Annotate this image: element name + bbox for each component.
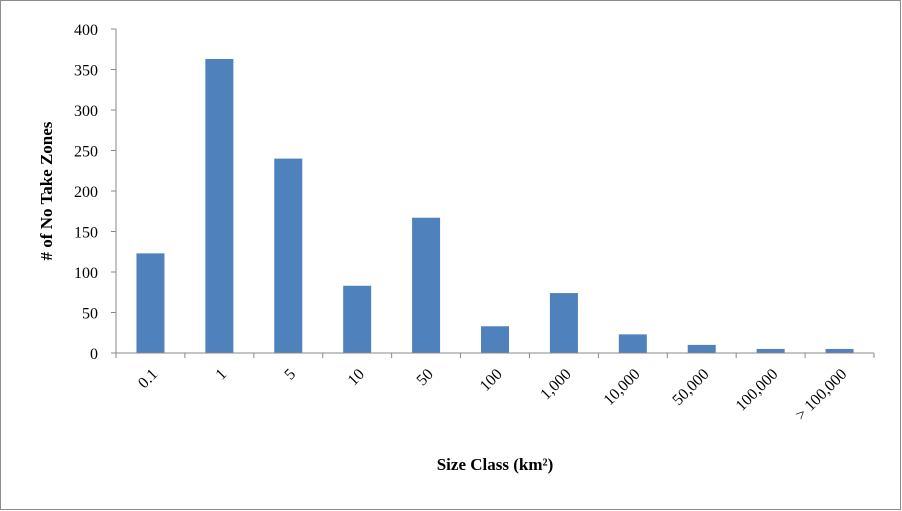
y-tick-label: 150 [74,225,98,242]
y-tick-label: 350 [74,63,98,80]
bar [481,326,509,353]
y-tick-label: 200 [74,184,98,201]
y-tick-label: 0 [90,346,98,363]
bar [687,344,716,353]
bar [343,285,372,353]
y-tick-label: 50 [82,306,98,323]
bar [825,348,854,353]
bar [756,348,785,353]
y-tick-label: 100 [74,265,98,282]
y-axis-title: # of No Take Zones [37,121,56,260]
y-tick-label: 300 [74,103,98,120]
x-axis-title: Size Class (km²) [437,455,554,474]
bar [136,253,165,353]
bar [412,217,441,353]
bar [549,293,578,353]
bar [618,334,647,353]
bar [205,58,234,353]
bar [274,158,303,353]
y-tick-label: 400 [74,22,98,39]
y-tick-label: 250 [74,144,98,161]
